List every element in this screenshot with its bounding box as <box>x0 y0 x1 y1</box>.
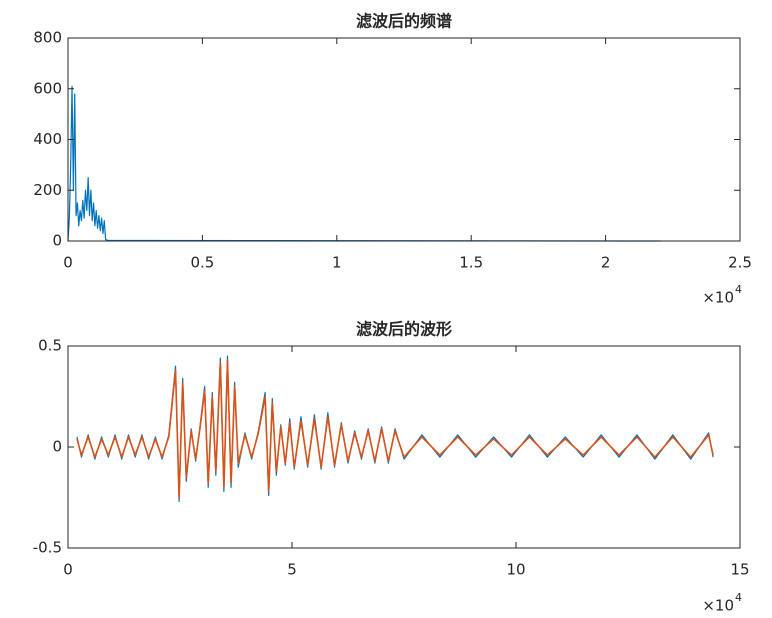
x-tick-label: 2 <box>601 254 611 272</box>
y-tick-label: 400 <box>33 130 62 148</box>
y-tick-label: 200 <box>33 181 62 199</box>
x-tick-label: 1 <box>332 254 342 272</box>
x-tick-label: 0 <box>63 254 73 272</box>
x-tick-label: 0.5 <box>190 254 214 272</box>
x-tick-label: 1.5 <box>459 254 483 272</box>
y-tick-label: 800 <box>33 29 62 47</box>
x-tick-label: 0 <box>63 561 73 579</box>
y-tick-label: -0.5 <box>33 539 62 557</box>
y-tick-label: 0.5 <box>38 337 62 355</box>
y-tick-label: 600 <box>33 79 62 97</box>
chart-title: 滤波后的波形 <box>356 320 452 339</box>
x-tick-label: 5 <box>287 561 297 579</box>
chart-title: 滤波后的频谱 <box>356 12 452 31</box>
x-exponent-base: ×10 <box>702 289 734 307</box>
axes-background <box>68 346 740 548</box>
x-exponent-power: 4 <box>735 283 742 296</box>
data-line <box>67 85 661 242</box>
y-tick-label: 0 <box>52 438 62 456</box>
axes-background <box>68 38 740 241</box>
data-line <box>76 359 714 499</box>
x-exponent-base: ×10 <box>702 597 734 615</box>
x-tick-label: 15 <box>730 561 749 579</box>
y-tick-label: 0 <box>52 232 62 250</box>
x-tick-label: 2.5 <box>728 254 752 272</box>
x-tick-label: 10 <box>506 561 525 579</box>
x-exponent-power: 4 <box>735 591 742 604</box>
